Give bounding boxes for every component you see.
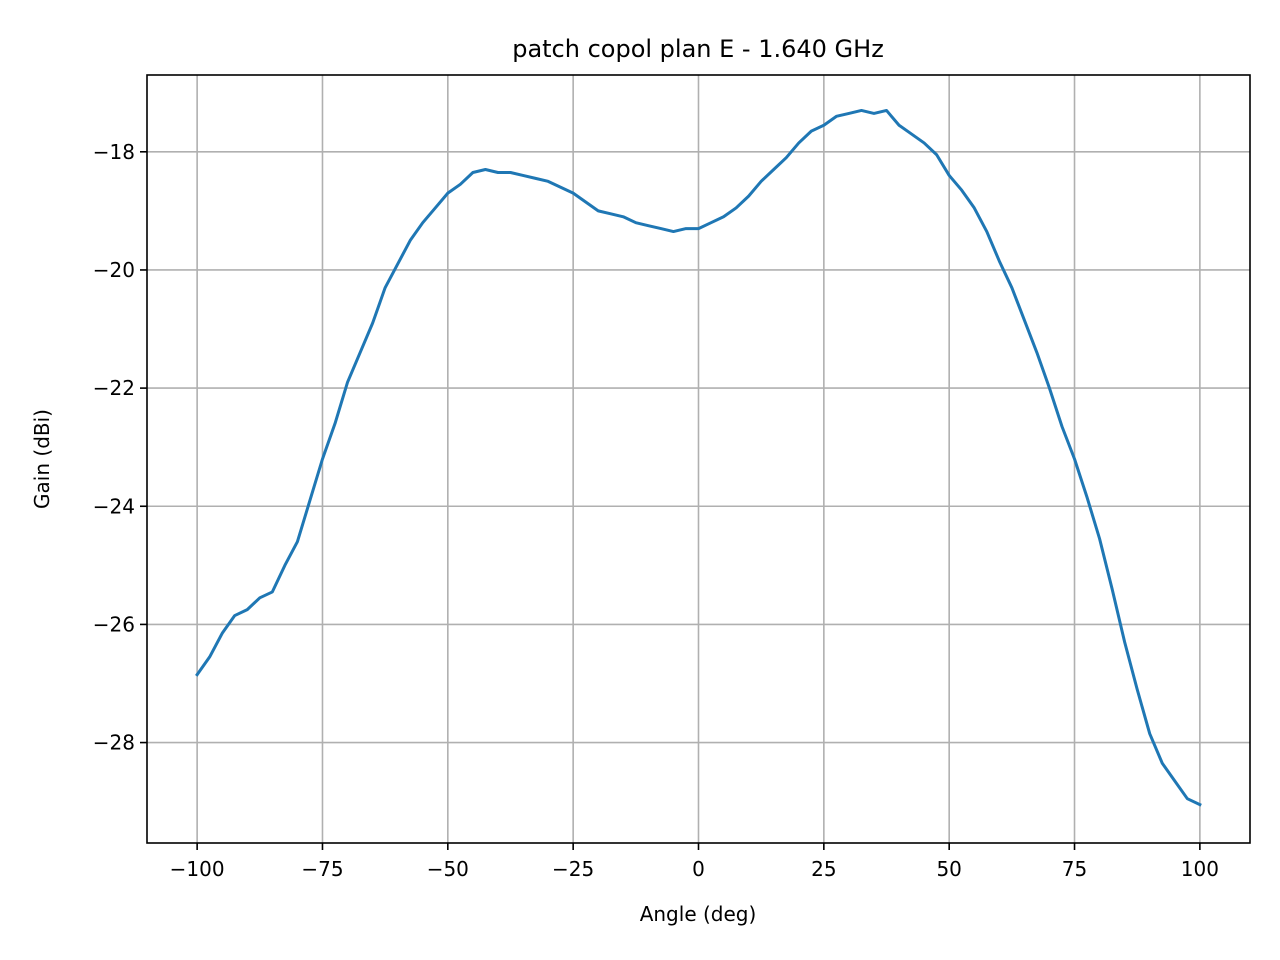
- y-tick-label: −24: [93, 494, 135, 518]
- y-tick-label: −20: [93, 258, 135, 282]
- x-tick-label: −75: [301, 857, 343, 881]
- y-tick-label: −22: [93, 376, 135, 400]
- series-group: [195, 108, 1202, 807]
- grid-lines: [147, 75, 1250, 843]
- series-line-0: [195, 108, 1202, 807]
- x-tick-label: −25: [552, 857, 594, 881]
- x-tick-label: −50: [427, 857, 469, 881]
- chart-title: patch copol plan E - 1.640 GHz: [512, 35, 884, 63]
- x-tick-label: 25: [811, 857, 836, 881]
- x-tick-label: 75: [1062, 857, 1087, 881]
- x-tick-label: 0: [692, 857, 705, 881]
- y-tick-label: −28: [93, 731, 135, 755]
- x-axis-label: Angle (deg): [640, 902, 757, 926]
- y-tick-label: −26: [93, 612, 135, 636]
- y-axis-label: Gain (dBi): [30, 409, 54, 509]
- x-tick-label: 50: [936, 857, 961, 881]
- x-tick-label: 100: [1181, 857, 1219, 881]
- y-tick-label: −18: [93, 140, 135, 164]
- tick-group: −100 −75 −50 −25 0 25 50 75 100 −28 −26 −24 −22 −20 −1…: [93, 140, 1219, 881]
- x-tick-label: −100: [170, 857, 225, 881]
